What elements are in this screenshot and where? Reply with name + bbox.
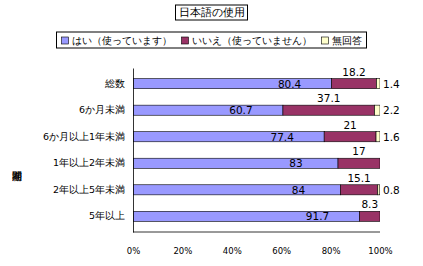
data-label: 84 [292,184,306,196]
data-label: 18.2 [342,66,365,78]
data-label: 21 [343,119,356,131]
x-tick-label: 0% [127,246,141,256]
bars [133,79,380,222]
legend-label: 無回答 [332,35,362,46]
bar-segment [133,211,359,221]
x-tick-label: 40% [223,246,242,256]
y-tick: 2年以上5年未満 [53,184,133,195]
x-tick: 40% [223,238,242,256]
data-label: 60.7 [229,104,252,116]
plot: 80.4 18.2 1.4 60.7 37.1 2.2 77.4 21 1.6 83 17 84 15.… [43,66,400,256]
data-label: 37.1 [317,92,340,104]
y-tick-label: 6か月未満 [79,104,125,115]
x-tick: 100% [368,238,392,256]
x-tick-label: 60% [272,246,291,256]
chart: 日本語の使用はい（使っています） いいえ（使っていません） 無回答 80.4 18.2 1… [0,0,423,266]
legend: はい（使っています） いいえ（使っていません） 無回答 [57,32,367,48]
y-tick-label: 6か月以上1年未満 [43,131,125,142]
title-box [176,5,248,20]
legend-swatch [62,37,69,44]
data-label: 91.7 [306,210,329,222]
bar-segment [324,132,376,142]
bar-segment [283,105,375,115]
data-label: 8.3 [361,198,378,210]
bar-segment [375,105,380,115]
y-tick: 6か月未満 [79,104,133,115]
bar-segment [133,158,338,168]
title-group: 日本語の使用 [176,5,248,20]
data-label: 15.1 [347,172,370,184]
bar-segment [377,79,380,89]
y-tick-label: 5年以上 [89,210,125,221]
x-tick-label: 100% [368,246,392,256]
x-tick: 80% [322,238,341,256]
x-tick: 0% [127,238,141,256]
legend-box [57,32,367,48]
x-tick-label: 80% [322,246,341,256]
y-tick: 1年以上2年未満 [53,157,133,168]
x-tick: 60% [272,238,291,256]
y-tick-label: 2年以上5年未満 [53,184,125,195]
data-label: 17 [352,145,365,157]
bar-segment [378,185,380,195]
bar-segment [376,132,380,142]
bar-segment [133,185,340,195]
data-label: 80.4 [278,78,302,90]
y-axis-title: 滞在期間 [11,171,21,182]
legend-label: はい（使っています） [72,35,172,46]
legend-label: いいえ（使っていません） [192,35,312,46]
data-label: 77.4 [270,131,294,143]
y-axis-line [133,69,134,233]
bar-segment [340,185,377,195]
bar-segment [359,211,380,221]
data-label: 0.8 [383,184,400,196]
bar-segment [133,105,283,115]
x-axis: 0% 20% 40% 60% 80% 100% [127,238,393,256]
x-tick-label: 20% [173,246,192,256]
bar-segment [133,79,332,89]
y-tick: 総数 [104,78,133,89]
bar-segment [332,79,377,89]
y-axis: 総数 6か月未満 6か月以上1年未満 1年以上2年未満 2年以上5年未満 5年以上 [43,69,134,233]
bar-segment [338,158,380,168]
x-range-line [133,232,380,233]
y-tick: 6か月以上1年未満 [43,131,133,142]
data-labels: 80.4 18.2 1.4 60.7 37.1 2.2 77.4 21 1.6 83 17 84 15.… [229,66,400,223]
x-axis-line [134,238,381,239]
y-tick-label: 総数 [104,78,125,89]
y-tick: 5年以上 [89,210,133,221]
bar-segment [133,132,324,142]
data-label: 1.4 [383,78,400,90]
legend-swatch [182,37,189,44]
title: 日本語の使用 [179,6,245,19]
x-tick: 20% [173,238,192,256]
y-tick-label: 1年以上2年未満 [53,157,125,168]
data-label: 83 [289,157,302,169]
legend-swatch [322,37,329,44]
data-label: 2.2 [383,104,400,116]
data-label: 1.6 [383,131,400,143]
